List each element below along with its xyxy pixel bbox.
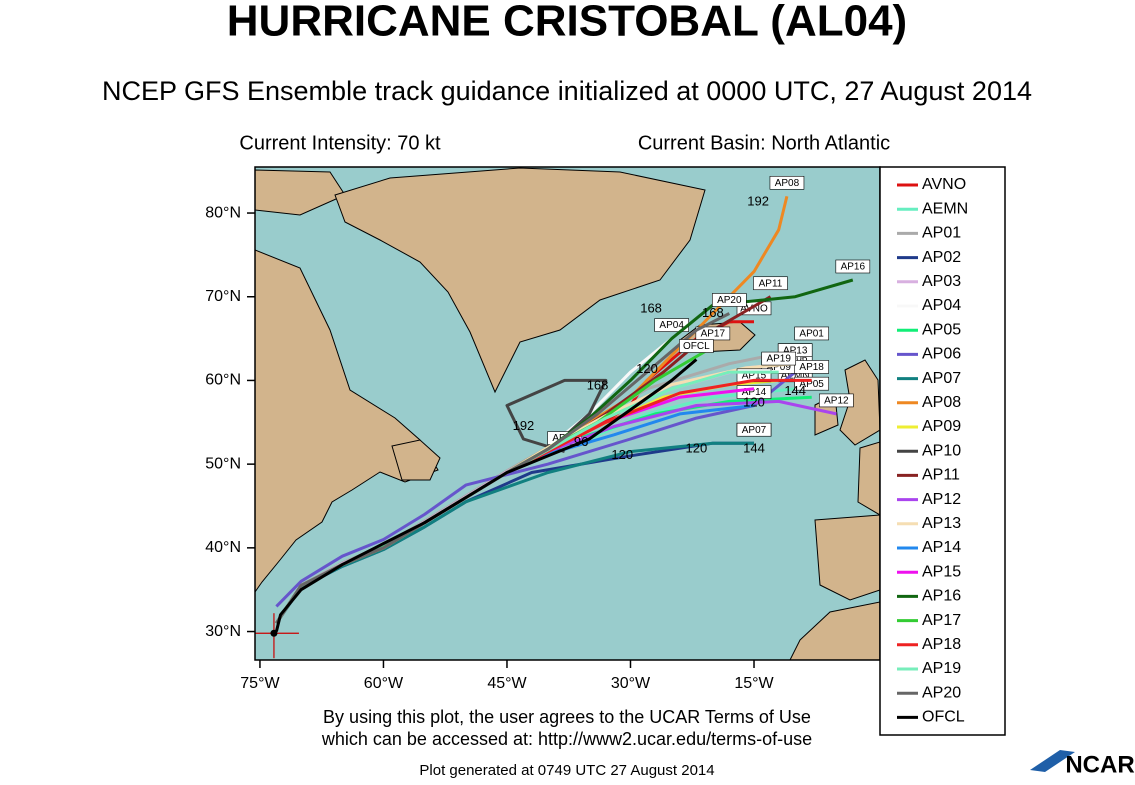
legend-label: AP16 [922,588,961,605]
track-label-box [736,422,772,437]
basin: Current Basin: North Atlantic [638,132,890,154]
track-label-box [769,175,805,190]
hour-label: 168 [702,305,724,320]
legend-label: AVNO [922,176,966,193]
legend-label: AP08 [922,394,961,411]
track-label: AP15 [742,370,767,381]
track-label: AP07 [742,425,767,436]
legend-label: OFCL [922,709,965,726]
track-label: AP17 [701,329,726,340]
legend-label: AP03 [922,273,961,290]
land: AVNOAEMNAP01AP02AP03AP04AP05AP06AP07AP08… [255,167,880,660]
legend-label: AP18 [922,636,961,653]
logo-text: NCAR [1065,751,1134,778]
iberia [814,514,880,601]
track-label-box [819,393,854,408]
track-label-box [761,351,797,366]
track-label-box [835,259,871,274]
legend-label: AP04 [922,297,961,314]
generated-note: Plot generated at 0749 UTC 27 August 201… [419,762,714,779]
x-tick-label: 45°W [487,675,527,692]
track-label-box [712,293,747,307]
track-label: AP11 [759,278,783,289]
track-label: AP14 [742,387,767,398]
terms-line: By using this plot, the user agrees to t… [323,707,811,727]
track [274,358,698,632]
tracks: AVNOAEMNAP01AP02AP03AP04AP05AP06AP07AP08… [255,175,871,659]
x-tick-label: 30°W [611,675,651,692]
north-america [255,249,439,593]
france [857,441,880,516]
track-label: AEMN [781,370,810,381]
track-label: AP18 [799,362,824,373]
x-tick-label: 75°W [240,675,280,692]
y-tick-label: 70°N [205,288,241,305]
current-position [270,629,278,637]
logo-mark [1030,750,1075,772]
legend-label: AP01 [922,225,961,242]
track-label: AP05 [799,379,824,390]
track-label: AP04 [659,320,684,331]
track-label: AP08 [775,178,800,189]
track-label: OFCL [683,341,710,352]
legend-label: AEMN [922,200,968,217]
track-label: AP20 [717,295,742,306]
hour-label: 96 [574,434,588,449]
track-label: AP12 [824,396,849,407]
hour-label: 120 [636,361,658,376]
track-label-box [794,326,829,341]
ncar-logo: NCAR [1030,750,1135,778]
y-tick-label: 60°N [205,372,241,389]
legend-label: AP13 [922,515,961,532]
legend-label: AP02 [922,249,961,266]
legend-label: AP19 [922,660,961,677]
legend-label: AP15 [922,563,961,580]
legend-label: AP12 [922,491,961,508]
track [275,370,797,608]
africa [789,601,880,660]
legend-label: AP09 [922,418,961,435]
hour-label: 120 [611,447,633,462]
hour-label: 144 [743,441,765,456]
newfoundland [391,439,441,481]
terms-line: which can be accessed at: http://www2.uc… [321,729,812,749]
track-label: AP09 [766,362,791,373]
hour-label: 168 [640,301,662,316]
y-tick-label: 40°N [205,539,241,556]
intensity: Current Intensity: 70 kt [239,132,441,154]
track-label: AP01 [799,329,824,340]
hour-label: 192 [747,194,769,209]
y-tick-label: 50°N [205,455,241,472]
hour-label: 120 [743,394,765,409]
legend-label: AP05 [922,321,961,338]
hour-label: 192 [513,418,535,433]
track-label-box [679,339,714,353]
y-tick-label: 80°N [205,204,241,221]
greenland [334,167,706,394]
arctic-islands [255,169,346,216]
title: HURRICANE CRISTOBAL (AL04) [227,0,907,46]
track-label-box [794,360,829,374]
legend-label: AP10 [922,442,961,459]
hour-label: 120 [686,441,708,456]
legend-label: AP11 [922,467,960,484]
track-label-box [753,276,788,291]
legend-label: AP06 [922,346,961,363]
legend-label: AP20 [922,684,961,701]
hour-label: 168 [587,378,609,393]
track-label: AP13 [783,345,808,356]
subtitle: NCEP GFS Ensemble track guidance initial… [102,76,1032,106]
x-tick-label: 15°W [734,675,774,692]
track-label: AP16 [841,262,866,273]
legend-label: AP07 [922,370,961,387]
y-tick-label: 30°N [205,623,241,640]
hour-label: 144 [784,383,806,398]
legend-label: AP17 [922,612,961,629]
track-label: AVNO [740,303,768,314]
track-label: AP19 [766,354,791,365]
x-tick-label: 60°W [364,675,404,692]
legend-label: AP14 [922,539,961,556]
